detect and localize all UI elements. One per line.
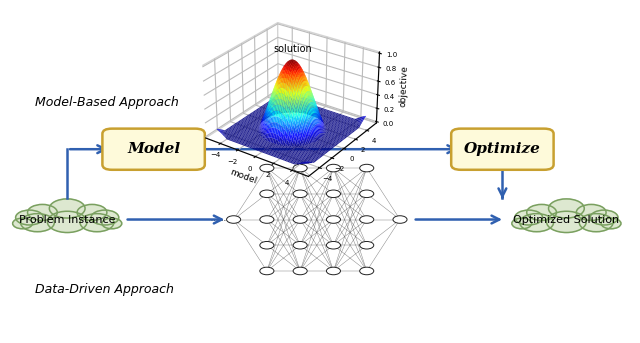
Circle shape bbox=[293, 241, 307, 249]
Circle shape bbox=[260, 190, 274, 198]
Circle shape bbox=[28, 204, 58, 221]
Circle shape bbox=[579, 214, 613, 232]
Circle shape bbox=[326, 216, 340, 223]
Circle shape bbox=[49, 199, 85, 218]
Circle shape bbox=[393, 216, 407, 223]
Circle shape bbox=[360, 267, 374, 275]
X-axis label: model: model bbox=[228, 167, 259, 186]
Text: Data-Driven Approach: Data-Driven Approach bbox=[35, 283, 174, 296]
Circle shape bbox=[260, 164, 274, 172]
Text: Problem Instance: Problem Instance bbox=[19, 214, 115, 225]
Circle shape bbox=[260, 241, 274, 249]
Circle shape bbox=[326, 164, 340, 172]
Circle shape bbox=[360, 241, 374, 249]
Text: Optimize: Optimize bbox=[464, 142, 541, 156]
Text: Model-Based Approach: Model-Based Approach bbox=[35, 96, 179, 109]
Circle shape bbox=[548, 199, 584, 218]
Circle shape bbox=[260, 267, 274, 275]
Circle shape bbox=[20, 214, 54, 232]
Circle shape bbox=[293, 190, 307, 198]
FancyBboxPatch shape bbox=[451, 129, 554, 170]
Circle shape bbox=[360, 216, 374, 223]
Circle shape bbox=[527, 204, 557, 221]
Circle shape bbox=[80, 214, 114, 232]
Circle shape bbox=[293, 164, 307, 172]
Circle shape bbox=[326, 241, 340, 249]
Circle shape bbox=[576, 204, 606, 221]
Circle shape bbox=[326, 267, 340, 275]
Circle shape bbox=[293, 216, 307, 223]
Circle shape bbox=[260, 216, 274, 223]
Circle shape bbox=[515, 210, 543, 225]
Circle shape bbox=[47, 211, 87, 233]
Circle shape bbox=[13, 218, 33, 229]
Circle shape bbox=[590, 210, 618, 225]
Text: Optimized Solution: Optimized Solution bbox=[513, 214, 620, 225]
Circle shape bbox=[77, 204, 107, 221]
Circle shape bbox=[293, 267, 307, 275]
Circle shape bbox=[102, 218, 122, 229]
Text: Model: Model bbox=[127, 142, 180, 156]
Circle shape bbox=[227, 216, 241, 223]
Circle shape bbox=[601, 218, 621, 229]
Circle shape bbox=[520, 214, 554, 232]
Circle shape bbox=[360, 164, 374, 172]
Circle shape bbox=[360, 190, 374, 198]
Circle shape bbox=[326, 190, 340, 198]
Circle shape bbox=[15, 210, 44, 225]
FancyBboxPatch shape bbox=[102, 129, 205, 170]
Circle shape bbox=[91, 210, 119, 225]
Circle shape bbox=[547, 211, 586, 233]
Circle shape bbox=[512, 218, 532, 229]
